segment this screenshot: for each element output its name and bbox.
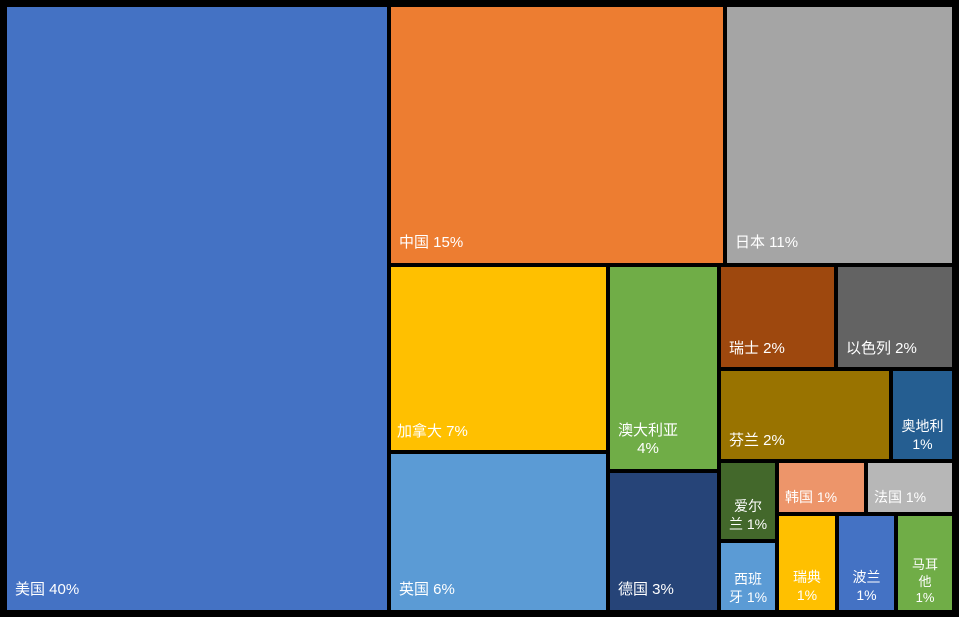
cell-奥地利: 奥地利 1%	[892, 370, 953, 460]
cell-label: 芬兰 2%	[729, 432, 785, 451]
cell-label: 澳大利亚 4%	[618, 422, 678, 460]
cell-英国: 英国 6%	[390, 453, 607, 611]
cell-马耳他: 马耳 他 1%	[897, 515, 953, 611]
cell-西班牙: 西班 牙 1%	[720, 542, 776, 611]
cell-德国: 德国 3%	[609, 472, 718, 611]
cell-label: 韩国 1%	[785, 489, 837, 507]
cell-label: 法国 1%	[874, 489, 926, 507]
cell-label: 马耳 他 1%	[898, 557, 952, 606]
cell-芬兰: 芬兰 2%	[720, 370, 890, 460]
cell-日本: 日本 11%	[726, 6, 953, 264]
cell-label: 加拿大 7%	[397, 423, 468, 442]
cell-瑞典: 瑞典 1%	[778, 515, 836, 611]
cell-爱尔兰: 爱尔 兰 1%	[720, 462, 776, 540]
cell-label: 以色列 2%	[846, 340, 917, 359]
cell-label: 瑞士 2%	[729, 340, 785, 359]
cell-以色列: 以色列 2%	[837, 266, 953, 368]
cell-label: 日本 11%	[735, 234, 798, 253]
cell-瑞士: 瑞士 2%	[720, 266, 835, 368]
cell-波兰: 波兰 1%	[838, 515, 895, 611]
cell-label: 爱尔 兰 1%	[721, 498, 775, 533]
treemap-chart: 美国 40% 中国 15% 日本 11% 加拿大 7% 英国 6% 澳大利亚 4% 德国 3…	[0, 0, 959, 617]
cell-label: 英国 6%	[399, 581, 455, 600]
cell-label: 奥地利 1%	[893, 418, 952, 453]
cell-label: 瑞典 1%	[779, 569, 835, 604]
cell-澳大利亚: 澳大利亚 4%	[609, 266, 718, 470]
cell-韩国: 韩国 1%	[778, 462, 865, 513]
cell-中国: 中国 15%	[390, 6, 724, 264]
cell-label: 西班 牙 1%	[721, 571, 775, 606]
cell-label: 德国 3%	[618, 581, 674, 600]
cell-法国: 法国 1%	[867, 462, 953, 513]
cell-label: 中国 15%	[399, 234, 463, 253]
cell-加拿大: 加拿大 7%	[390, 266, 607, 451]
cell-label: 波兰 1%	[839, 569, 894, 604]
cell-label: 美国 40%	[15, 581, 79, 600]
cell-美国: 美国 40%	[6, 6, 388, 611]
